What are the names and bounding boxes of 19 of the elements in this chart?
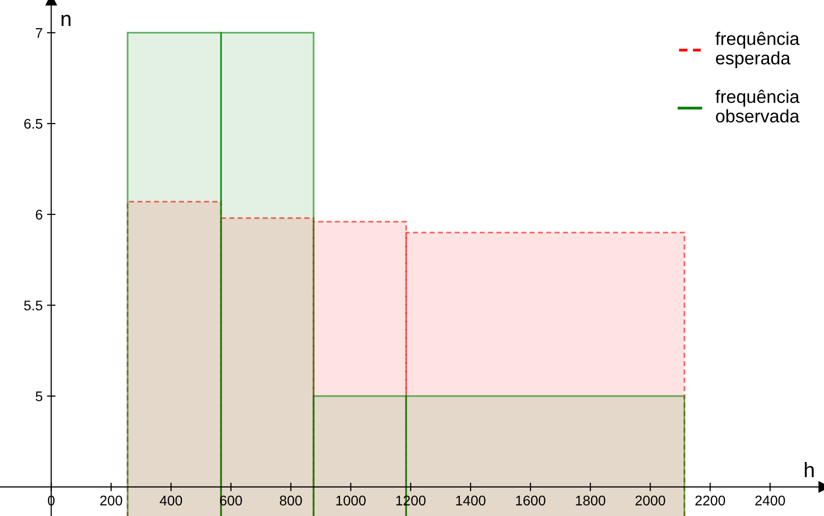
x-tick-label: 1400 (456, 496, 486, 506)
x-tick-label: 2200 (695, 496, 726, 506)
y-tick-label: 5 (36, 392, 42, 402)
y-tick-label: 6 (36, 210, 42, 220)
x-axis-title: h (804, 462, 814, 478)
x-tick-label: 800 (280, 496, 302, 506)
y-tick-label: 7 (36, 28, 42, 38)
legend-label: frequência observada (715, 90, 800, 123)
y-axis-title: n (62, 14, 70, 26)
x-tick-label: 2000 (636, 496, 666, 506)
y-tick-label: 5.5 (24, 300, 42, 310)
x-tick-label: 200 (100, 496, 122, 506)
legend-label: frequência esperada (715, 32, 800, 68)
x-tick-label: 1600 (516, 496, 546, 506)
x-tick-label: 400 (160, 496, 182, 506)
x-tick-label: 2400 (755, 496, 785, 506)
x-tick-label: 1000 (336, 496, 366, 506)
x-tick-label: 1800 (576, 496, 606, 506)
y-tick-label: 6.5 (24, 118, 42, 129)
